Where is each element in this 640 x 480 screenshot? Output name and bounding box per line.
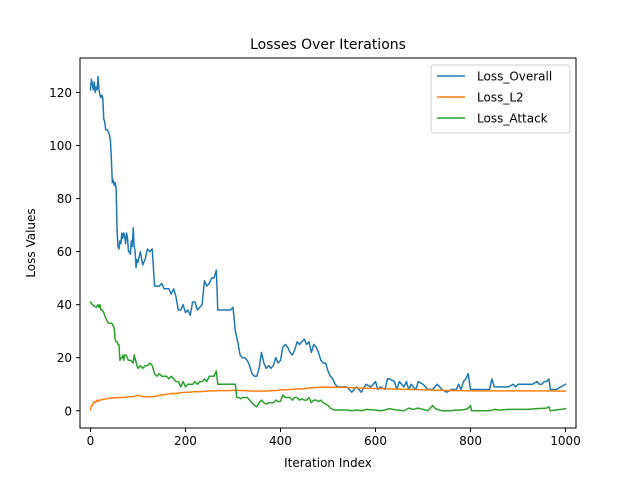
x-tick-label: 200 [174,434,197,448]
x-tick-label: 600 [364,434,387,448]
y-tick-label: 40 [57,298,72,312]
x-tick-label: 0 [87,434,95,448]
x-tick-label: 800 [459,434,482,448]
series-layer [89,75,567,412]
y-axis-label: Loss Values [24,208,38,277]
y-tick-label: 120 [49,86,72,100]
plot-frame [79,57,577,429]
x-axis-label: Iteration Index [284,456,372,470]
legend-label-loss-attack: Loss_Attack [477,112,548,126]
x-tick-label: 400 [269,434,292,448]
y-tick-label: 0 [64,404,72,418]
legend-label-loss-overall: Loss_Overall [477,70,552,84]
series-line-loss-attack [89,300,567,412]
y-tick-label: 100 [49,139,72,153]
ticks-layer: 0 200 400 600 800 1000 0 20 40 60 80 100 120 [49,86,581,448]
series-line-loss-l2 [89,386,567,411]
chart-title: Losses Over Iterations [250,37,406,53]
y-tick-label: 60 [57,245,72,259]
legend-box [430,64,571,134]
legend-label-loss-l2: Loss_L2 [477,91,524,105]
y-tick-label: 20 [57,351,72,365]
legend: Loss_Overall Loss_L2 Loss_Attack [430,64,571,134]
x-tick-label: 1000 [550,434,581,448]
y-tick-label: 80 [57,192,72,206]
